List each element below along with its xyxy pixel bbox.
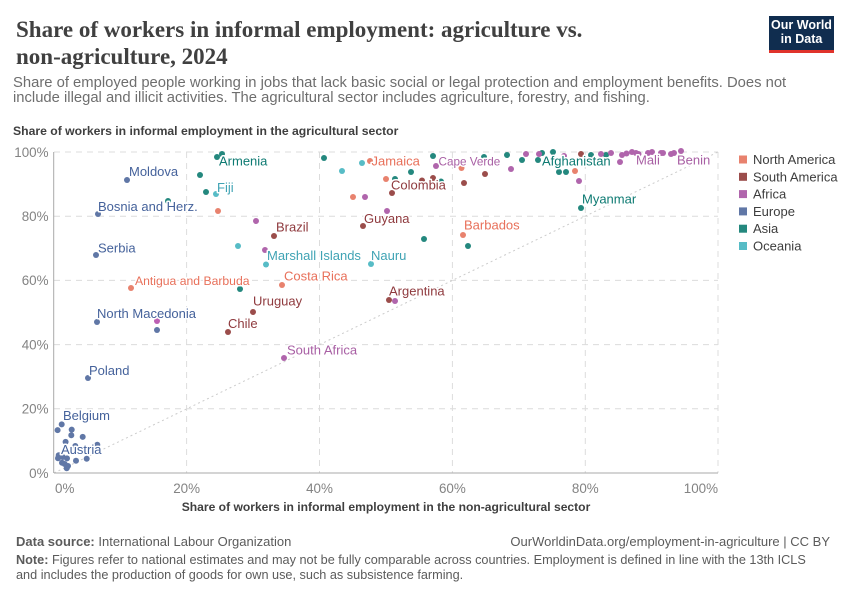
svg-text:80%: 80% — [572, 481, 599, 496]
svg-text:Bosnia and Herz.: Bosnia and Herz. — [98, 199, 198, 214]
svg-text:60%: 60% — [22, 273, 49, 288]
svg-text:20%: 20% — [22, 402, 49, 417]
svg-text:60%: 60% — [439, 481, 466, 496]
svg-text:South America: South America — [753, 169, 838, 184]
svg-text:Argentina: Argentina — [389, 284, 445, 299]
svg-text:Moldova: Moldova — [129, 164, 179, 179]
svg-text:Poland: Poland — [89, 363, 129, 378]
svg-text:Antigua and Barbuda: Antigua and Barbuda — [135, 274, 250, 288]
svg-text:North Macedonia: North Macedonia — [97, 306, 197, 321]
svg-text:Afghanistan: Afghanistan — [542, 154, 611, 169]
svg-text:Uruguay: Uruguay — [253, 294, 303, 309]
svg-text:Cape Verde: Cape Verde — [439, 156, 501, 169]
svg-text:Oceania: Oceania — [753, 239, 802, 254]
svg-text:Jamaica: Jamaica — [372, 154, 421, 169]
svg-text:Belgium: Belgium — [63, 408, 110, 423]
svg-text:Benin: Benin — [677, 153, 710, 168]
svg-text:40%: 40% — [306, 481, 333, 496]
svg-text:Marshall Islands: Marshall Islands — [267, 248, 361, 263]
svg-text:Barbados: Barbados — [464, 218, 520, 233]
svg-text:Guyana: Guyana — [364, 211, 410, 226]
svg-text:80%: 80% — [22, 209, 49, 224]
svg-text:Armenia: Armenia — [219, 154, 268, 169]
svg-text:Chile: Chile — [228, 316, 258, 331]
svg-text:Costa Rica: Costa Rica — [284, 269, 348, 284]
svg-text:0%: 0% — [55, 481, 74, 496]
svg-text:Fiji: Fiji — [217, 180, 234, 195]
svg-text:Nauru: Nauru — [371, 248, 406, 263]
svg-text:40%: 40% — [22, 337, 49, 352]
svg-text:100%: 100% — [14, 145, 48, 160]
svg-text:Brazil: Brazil — [276, 220, 309, 235]
svg-text:20%: 20% — [173, 481, 200, 496]
svg-text:Asia: Asia — [753, 221, 779, 236]
svg-text:Myanmar: Myanmar — [582, 192, 637, 207]
svg-text:South Africa: South Africa — [287, 343, 358, 358]
svg-text:Mali: Mali — [636, 153, 660, 168]
svg-text:Europe: Europe — [753, 204, 795, 219]
svg-text:0%: 0% — [29, 466, 48, 481]
svg-text:Colombia: Colombia — [391, 178, 447, 193]
svg-text:100%: 100% — [684, 481, 718, 496]
svg-text:Africa: Africa — [753, 187, 787, 202]
svg-text:Austria: Austria — [61, 442, 102, 457]
svg-text:North America: North America — [753, 152, 836, 167]
svg-text:Serbia: Serbia — [98, 241, 136, 256]
